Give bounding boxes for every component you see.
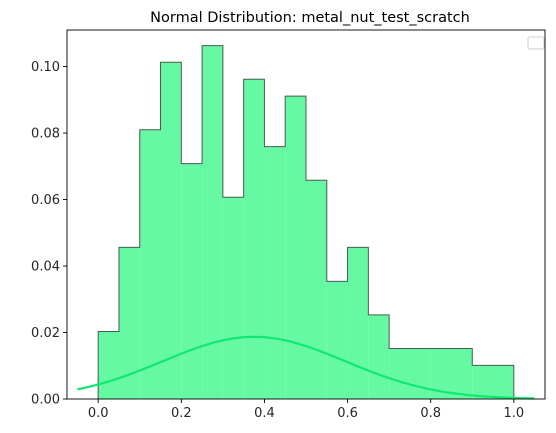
- histogram-bar: [389, 348, 431, 399]
- histogram-bar: [202, 45, 223, 399]
- histogram-bar: [160, 62, 182, 400]
- y-tick-label: 0.06: [31, 193, 60, 208]
- y-tick-label: 0.04: [31, 260, 60, 275]
- y-tick-label: 0.08: [31, 127, 60, 142]
- x-tick-label: 1.0: [503, 406, 524, 421]
- x-tick-label: 0.6: [337, 406, 358, 421]
- histogram-outline: [97, 45, 515, 399]
- x-tick-label: 0.4: [254, 406, 275, 421]
- histogram-bar: [139, 129, 161, 399]
- histogram-bar: [285, 96, 306, 399]
- x-axis: 0.0 0.2 0.4 0.6 0.8 1.0: [88, 399, 524, 421]
- histogram-bar: [243, 79, 265, 399]
- histogram-bar: [118, 247, 140, 399]
- plot-area: [66, 29, 546, 400]
- histogram-bar: [306, 180, 327, 399]
- y-tick-label: 0.00: [31, 393, 60, 408]
- y-axis: 0.00 0.02 0.04 0.06 0.08 0.10: [31, 60, 67, 408]
- normal-curve-line: [77, 335, 535, 400]
- x-tick-label: 0.8: [420, 406, 441, 421]
- y-tick-label: 0.10: [31, 60, 60, 75]
- legend-box: [527, 36, 545, 50]
- histogram-bar: [264, 146, 286, 399]
- histogram-bar: [368, 314, 390, 399]
- histogram-bar: [222, 197, 244, 399]
- histogram-bar: [472, 365, 514, 399]
- plot-frame: [66, 29, 546, 400]
- x-tick-label: 0.0: [88, 406, 109, 421]
- histogram-bar: [181, 163, 203, 399]
- histogram-bar: [347, 247, 369, 399]
- histogram-bar: [98, 331, 119, 399]
- chart-title: Normal Distribution: metal_nut_test_scra…: [150, 10, 470, 26]
- histogram-bar: [326, 281, 348, 399]
- y-tick-label: 0.02: [31, 326, 60, 341]
- x-tick-label: 0.2: [171, 406, 192, 421]
